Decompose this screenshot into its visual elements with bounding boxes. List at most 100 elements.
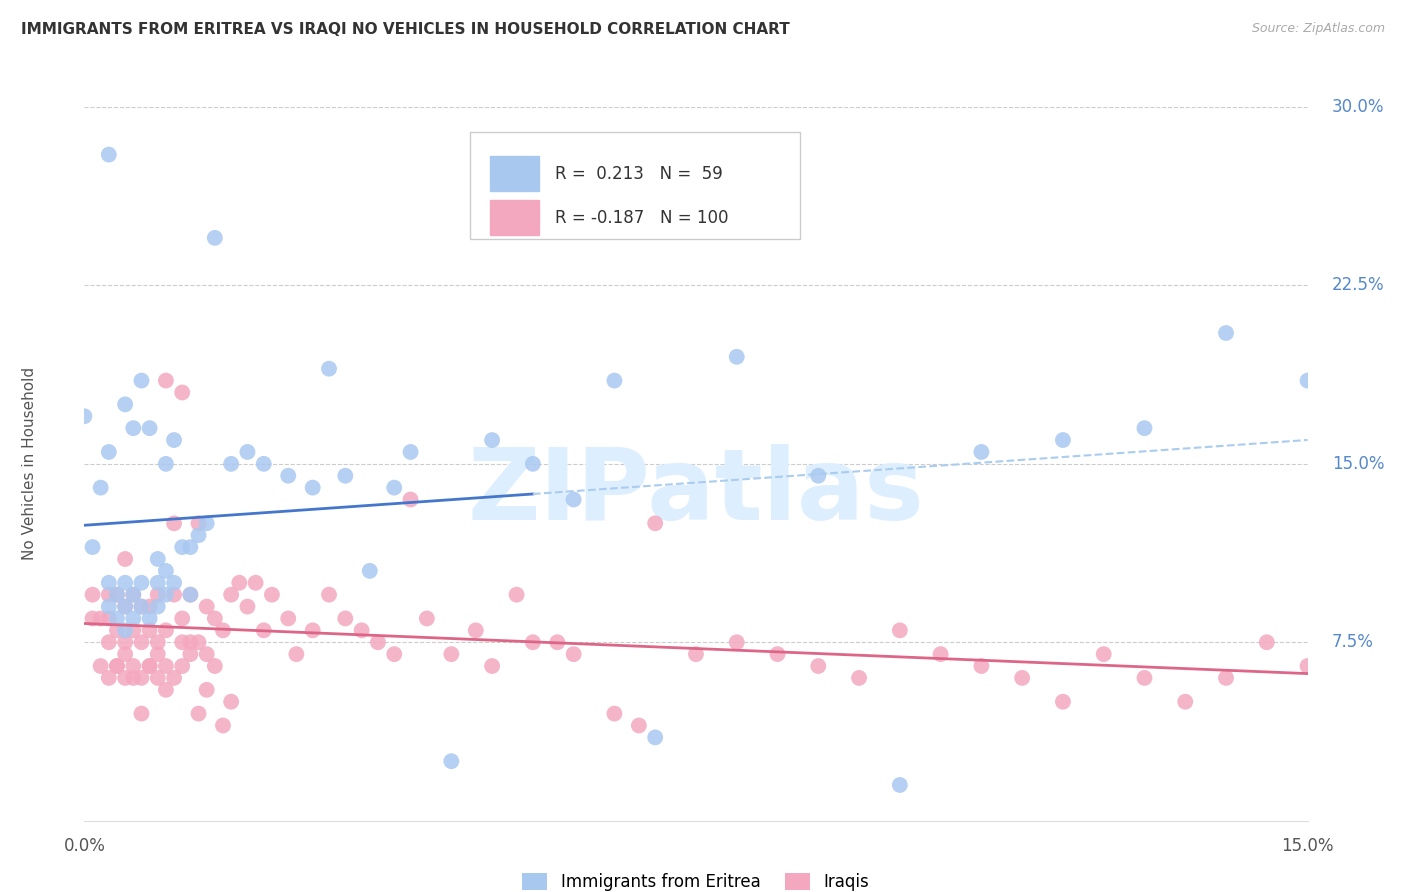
Point [1133, 421, 1156, 435]
Point [138, 599, 160, 614]
Point [219, 588, 242, 602]
Point [1215, 671, 1237, 685]
Point [187, 516, 209, 531]
Point [236, 599, 259, 614]
Point [73, 409, 96, 424]
Point [644, 731, 666, 745]
Point [562, 647, 585, 661]
Point [122, 611, 145, 625]
Point [146, 588, 169, 602]
Point [114, 671, 136, 685]
Text: 15.0%: 15.0% [1331, 455, 1385, 473]
Point [1296, 659, 1319, 673]
Point [285, 647, 308, 661]
Point [725, 350, 748, 364]
Text: 7.5%: 7.5% [1331, 633, 1374, 651]
Point [138, 421, 160, 435]
Point [146, 635, 169, 649]
Point [122, 421, 145, 435]
Point [131, 671, 153, 685]
Point [644, 516, 666, 531]
FancyBboxPatch shape [491, 156, 540, 191]
Point [399, 492, 422, 507]
Point [114, 397, 136, 411]
Text: 30.0%: 30.0% [1331, 98, 1385, 116]
Point [97, 671, 120, 685]
Text: 22.5%: 22.5% [1331, 277, 1385, 294]
Point [146, 647, 169, 661]
Point [245, 575, 267, 590]
Point [1296, 374, 1319, 388]
Point [204, 659, 226, 673]
Point [318, 588, 340, 602]
Point [219, 457, 242, 471]
Point [114, 635, 136, 649]
Point [172, 635, 194, 649]
Point [889, 624, 911, 638]
Point [481, 433, 503, 447]
Point [97, 575, 120, 590]
Point [350, 624, 373, 638]
Point [195, 516, 218, 531]
Point [522, 635, 544, 649]
Point [131, 599, 153, 614]
Point [889, 778, 911, 792]
Point [172, 611, 194, 625]
Point [105, 659, 128, 673]
Point [179, 635, 201, 649]
Point [187, 528, 209, 542]
Point [155, 374, 177, 388]
Point [1052, 433, 1074, 447]
Point [138, 611, 160, 625]
Point [114, 599, 136, 614]
Point [1256, 635, 1278, 649]
Point [122, 588, 145, 602]
Point [122, 624, 145, 638]
Point [138, 659, 160, 673]
Point [301, 481, 323, 495]
Text: R = -0.187   N = 100: R = -0.187 N = 100 [555, 209, 728, 227]
Point [195, 647, 218, 661]
Point [82, 540, 104, 554]
Point [335, 468, 357, 483]
Point [807, 468, 830, 483]
Point [187, 635, 209, 649]
Point [114, 647, 136, 661]
Point [179, 588, 201, 602]
Point [212, 718, 235, 732]
Point [82, 588, 104, 602]
Text: Source: ZipAtlas.com: Source: ZipAtlas.com [1251, 22, 1385, 36]
Point [212, 624, 235, 638]
Point [122, 671, 145, 685]
Point [627, 718, 650, 732]
Point [97, 635, 120, 649]
Point [195, 599, 218, 614]
Point [562, 492, 585, 507]
Point [440, 754, 463, 768]
Point [163, 516, 186, 531]
FancyBboxPatch shape [470, 132, 800, 239]
Legend: Immigrants from Eritrea, Iraqis: Immigrants from Eritrea, Iraqis [516, 866, 876, 892]
Point [131, 706, 153, 721]
Point [505, 588, 527, 602]
Point [277, 468, 299, 483]
Point [807, 659, 830, 673]
Point [970, 445, 993, 459]
Point [163, 671, 186, 685]
Point [155, 564, 177, 578]
Point [82, 611, 104, 625]
Point [367, 635, 389, 649]
Point [90, 611, 112, 625]
Point [131, 374, 153, 388]
Point [105, 588, 128, 602]
FancyBboxPatch shape [491, 201, 540, 235]
Point [204, 231, 226, 245]
Point [725, 635, 748, 649]
Point [219, 695, 242, 709]
Point [172, 659, 194, 673]
Point [1011, 671, 1033, 685]
Point [105, 624, 128, 638]
Point [155, 624, 177, 638]
Point [105, 611, 128, 625]
Point [464, 624, 486, 638]
